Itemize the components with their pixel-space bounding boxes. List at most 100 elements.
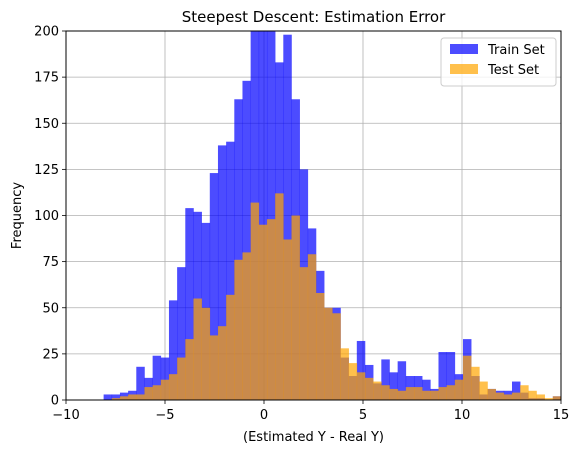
train-bar (511, 381, 521, 400)
test-bar (332, 313, 341, 400)
train-bar (160, 357, 170, 400)
test-bar (438, 387, 447, 400)
legend-label-test: Test Set (487, 63, 539, 78)
test-bar (405, 387, 415, 400)
test-bar (340, 348, 349, 400)
y-tick-label: 150 (34, 117, 59, 132)
y-tick-label: 25 (42, 347, 59, 362)
legend-swatch-test (450, 64, 478, 74)
train-bar (152, 355, 162, 400)
test-bar (373, 381, 382, 400)
train-bar (177, 267, 186, 400)
x-tick-label: −10 (52, 408, 79, 423)
test-set-bars (111, 193, 562, 400)
x-tick-label: 5 (359, 408, 367, 423)
test-bar (168, 374, 178, 400)
test-bar (495, 392, 505, 400)
train-bar (136, 366, 145, 400)
test-bar (413, 387, 423, 400)
test-bar (128, 394, 137, 400)
test-bar (185, 339, 194, 400)
test-bar (119, 396, 129, 400)
test-bar (144, 387, 153, 400)
test-bar (209, 335, 219, 400)
test-bar (275, 193, 284, 400)
x-tick-label: −5 (155, 408, 174, 423)
test-bar (111, 398, 121, 400)
test-bar (462, 355, 472, 400)
test-bar (479, 381, 488, 400)
test-bar (258, 224, 268, 400)
test-bar (544, 398, 554, 400)
test-bar (471, 366, 480, 400)
test-bar (422, 390, 431, 400)
y-axis-ticks: 0 25 50 75 100 125 150 175 200 (34, 25, 66, 409)
y-tick-label: 125 (34, 163, 59, 178)
train-bar (356, 340, 366, 400)
test-bar (201, 307, 211, 400)
legend-label-train: Train Set (487, 43, 545, 58)
y-axis-label: Frequency (10, 182, 25, 249)
train-bar (103, 394, 113, 400)
legend: Train Set Test Set (440, 37, 557, 87)
x-tick-label: 0 (260, 408, 268, 423)
test-bar (430, 390, 439, 400)
test-bar (487, 388, 496, 400)
test-bar (291, 215, 300, 400)
train-bar (185, 208, 194, 400)
y-tick-label: 0 (51, 394, 59, 409)
legend-swatch-train (450, 44, 478, 54)
test-bar (348, 363, 358, 400)
y-tick-label: 200 (34, 25, 59, 40)
test-bar (177, 357, 186, 400)
y-tick-label: 175 (34, 71, 59, 86)
train-bar (389, 372, 398, 400)
train-bar (258, 31, 268, 400)
x-axis-ticks: −10 −5 0 5 10 15 (52, 400, 569, 423)
test-bar (307, 254, 317, 400)
test-bar (152, 385, 162, 400)
test-bar (234, 259, 243, 400)
test-bar (324, 307, 333, 400)
test-bar (315, 292, 325, 400)
test-bar (193, 298, 202, 400)
y-tick-label: 100 (34, 209, 59, 224)
y-tick-label: 50 (42, 301, 59, 316)
x-tick-label: 15 (553, 408, 570, 423)
test-bar (528, 390, 537, 400)
train-bar (234, 99, 243, 400)
train-bar (217, 145, 227, 400)
test-bar (250, 202, 260, 400)
train-bar (209, 173, 219, 400)
test-bar (217, 326, 227, 400)
test-bar (299, 267, 309, 400)
train-bar (438, 352, 447, 400)
train-bar (381, 359, 390, 400)
test-bar (446, 385, 456, 400)
x-tick-label: 10 (454, 408, 471, 423)
test-bar (397, 390, 407, 400)
test-bar (356, 372, 366, 400)
train-bar (446, 352, 456, 400)
test-bar (389, 388, 398, 400)
test-bar (160, 379, 170, 400)
test-bar (536, 394, 545, 400)
train-bar (111, 394, 121, 400)
x-axis-label: (Estimated Y - Real Y) (243, 430, 384, 445)
train-bar (422, 379, 431, 400)
train-bar (397, 361, 407, 400)
test-bar (511, 392, 521, 400)
train-bar (168, 300, 178, 400)
test-bar (226, 294, 235, 400)
test-bar (454, 379, 464, 400)
train-bar (226, 141, 235, 400)
test-bar (283, 239, 292, 400)
test-bar (242, 252, 251, 400)
test-bar (364, 377, 374, 400)
test-bar (552, 396, 562, 400)
test-bar (266, 219, 276, 400)
chart-title: Steepest Descent: Estimation Error (182, 8, 446, 26)
test-bar (520, 385, 529, 400)
test-bar (136, 394, 145, 400)
